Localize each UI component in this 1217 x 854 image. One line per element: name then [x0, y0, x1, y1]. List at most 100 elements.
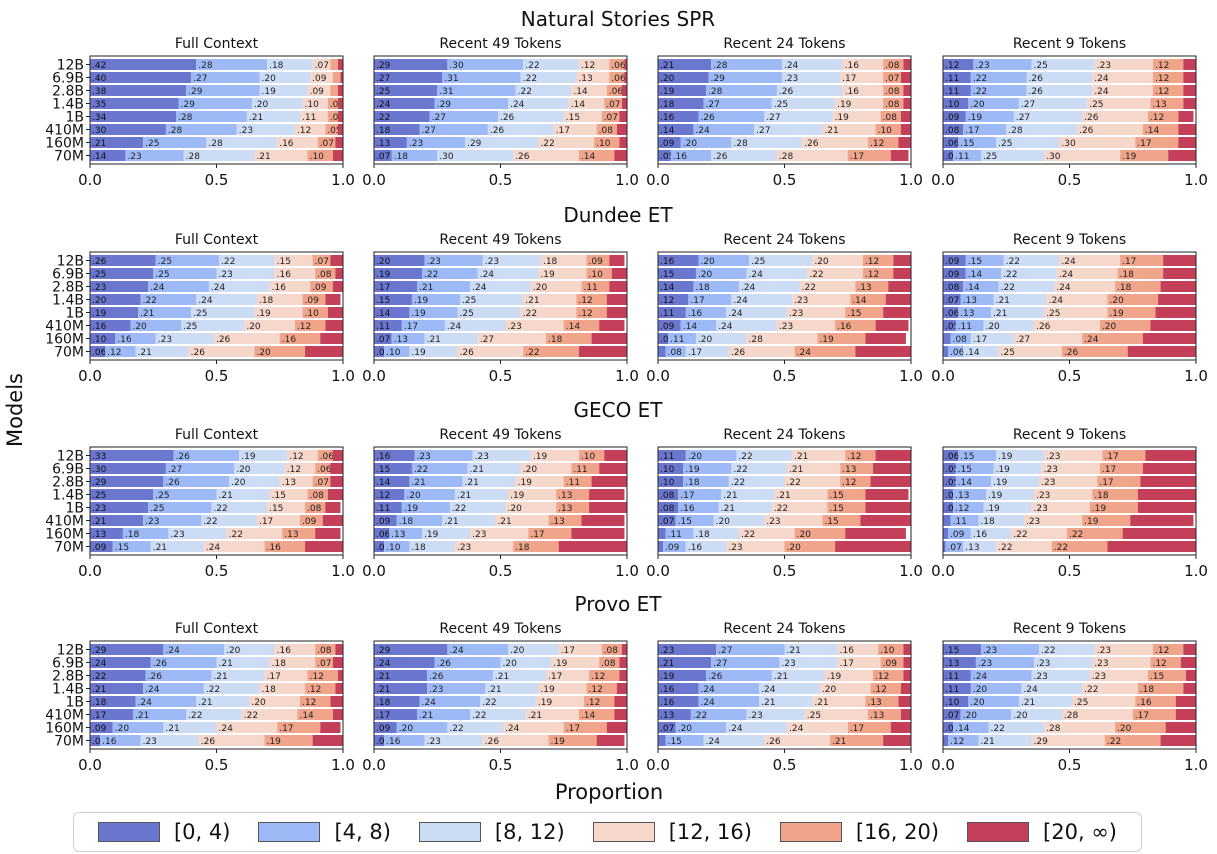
data-label: .22	[991, 724, 1005, 734]
x-tick-label: 1.0	[615, 367, 639, 385]
data-label: .19	[540, 270, 555, 280]
x-tick-label: 0.5	[489, 367, 513, 385]
data-label: .23	[781, 659, 795, 669]
data-label: .23	[749, 711, 763, 721]
data-label: .29	[376, 646, 391, 656]
data-label: .23	[660, 646, 674, 656]
bar-segment	[419, 696, 481, 707]
data-label: .15	[968, 257, 982, 267]
data-label: .25	[1089, 100, 1103, 110]
y-tick-label: 12B	[57, 254, 84, 270]
bar-segment	[900, 111, 911, 122]
data-label: .11	[958, 322, 972, 332]
bar-segment	[1178, 111, 1194, 122]
data-label: .22	[449, 724, 463, 734]
bar-segment	[513, 541, 559, 552]
bar-segment	[90, 346, 106, 357]
bar-segment	[299, 111, 328, 122]
x-tick-label: 0.5	[205, 171, 229, 189]
data-label: .20	[132, 322, 147, 332]
bar-segment	[1155, 307, 1196, 318]
data-label: .18	[1117, 283, 1132, 293]
data-label: .24	[728, 309, 743, 319]
bar-segment	[837, 657, 881, 668]
bar-segment	[1183, 98, 1196, 109]
bar-segment	[1132, 709, 1176, 720]
bar-segment	[1097, 476, 1141, 487]
bar-segment	[695, 268, 747, 279]
y-tick-label: 70M	[54, 540, 84, 556]
bar-segment	[970, 333, 1014, 344]
bar-segment	[658, 463, 684, 474]
data-label: .21	[787, 646, 801, 656]
data-label: .25	[751, 257, 765, 267]
data-label: .14	[955, 724, 970, 734]
bar-segment	[683, 463, 732, 474]
bar-segment	[538, 268, 587, 279]
data-label: .14	[299, 711, 314, 721]
data-label: .25	[774, 100, 788, 110]
data-label: .23	[508, 322, 522, 332]
bar-segment	[244, 320, 295, 331]
data-label: .17	[850, 724, 864, 734]
bar-segment	[576, 307, 607, 318]
data-label: .19	[1084, 517, 1099, 527]
bar-segment	[274, 255, 313, 266]
data-label: .15	[830, 504, 844, 514]
bar-segment	[870, 683, 901, 694]
bar-segment	[424, 735, 483, 746]
data-label: .09	[660, 139, 675, 149]
bar-segment	[1051, 541, 1108, 552]
data-label: .13	[965, 543, 979, 553]
bar-segment	[208, 281, 270, 292]
data-label: .24	[1059, 270, 1074, 280]
bar-segment	[1092, 489, 1138, 500]
data-label: .23	[143, 737, 157, 747]
data-label: .22	[213, 504, 227, 514]
bar-segment	[658, 346, 666, 357]
data-label: .05	[945, 465, 959, 475]
bar-segment	[241, 709, 298, 720]
data-label: .21	[419, 283, 433, 293]
data-label: .24	[700, 685, 715, 695]
data-label: .07	[376, 335, 390, 345]
bar-segment	[315, 463, 331, 474]
bar-segment	[563, 722, 607, 733]
bar-segment	[900, 124, 911, 135]
bar-segment	[406, 137, 466, 148]
bar-segment	[558, 644, 602, 655]
bar-segment	[787, 722, 848, 733]
bar-segment	[706, 670, 772, 681]
data-label: .22	[1107, 737, 1121, 747]
data-label: .20	[115, 724, 130, 734]
data-label: .24	[211, 283, 226, 293]
bar-segment	[658, 255, 699, 266]
legend-label: [8, 12)	[494, 820, 565, 844]
data-label: .04	[376, 737, 391, 747]
data-label: .17	[1122, 257, 1136, 267]
bar-segment	[465, 137, 539, 148]
bar-segment	[1107, 294, 1159, 305]
bar-segment	[776, 320, 836, 331]
x-tick-label: 0.0	[646, 171, 670, 189]
data-label: .20	[399, 724, 414, 734]
bar-segment	[698, 683, 760, 694]
bar-segment	[315, 644, 336, 655]
bar-segment	[467, 463, 521, 474]
bar-segment	[312, 255, 331, 266]
data-label: .15	[272, 491, 286, 501]
bar-segment	[163, 476, 230, 487]
data-label: .20	[503, 659, 518, 669]
bar-segment	[943, 268, 966, 279]
bar-segment	[1102, 450, 1146, 461]
data-label: .15	[269, 504, 283, 514]
data-label: .15	[1150, 672, 1164, 682]
data-label: .22	[1003, 270, 1017, 280]
x-tick-label: 0.0	[362, 171, 386, 189]
bar-segment	[219, 255, 275, 266]
bar-segment	[953, 489, 987, 500]
data-label: .19	[993, 478, 1008, 488]
bar-segment	[658, 683, 699, 694]
bar-segment	[571, 463, 600, 474]
legend-swatch	[97, 822, 160, 842]
